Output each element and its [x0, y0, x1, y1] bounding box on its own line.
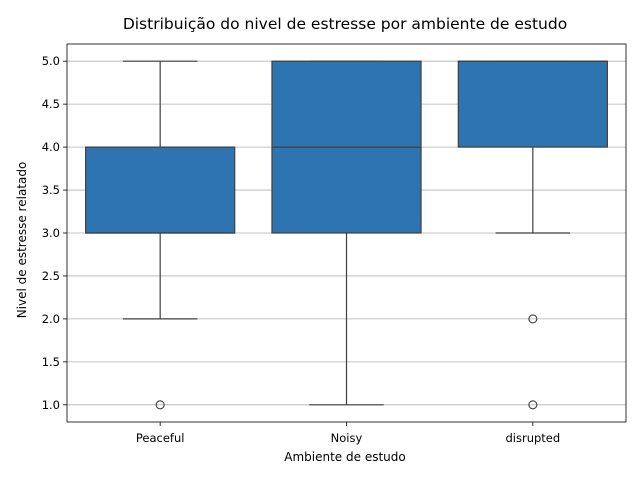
- outlier-point: [155, 400, 165, 410]
- axes: 1.0 1.5 2.0 2.5 3.0 3.5 4.0 4.5 5.0 Peaceful Noisy…: [42, 54, 560, 445]
- outlier-point: [528, 314, 538, 324]
- box-peaceful: [85, 60, 236, 410]
- y-tick-label: 3.0: [42, 226, 60, 240]
- outlier-point: [528, 400, 538, 410]
- boxes: [85, 60, 608, 410]
- box-noisy: [271, 60, 422, 406]
- iqr-box: [85, 146, 236, 234]
- x-axis-label: Ambiente de estudo: [284, 450, 405, 464]
- y-tick-label: 5.0: [42, 54, 60, 68]
- y-tick-label: 2.0: [42, 312, 60, 326]
- y-axis-label: Nivel de estresse relatado: [15, 162, 29, 319]
- box-disrupted: [457, 60, 608, 410]
- y-tick-label: 2.5: [42, 269, 60, 283]
- iqr-box: [457, 60, 608, 148]
- x-tick-label: Noisy: [331, 431, 363, 445]
- y-tick-label: 4.0: [42, 140, 60, 154]
- x-tick-label: Peaceful: [136, 431, 185, 445]
- chart-title: Distribuição do nivel de estresse por am…: [123, 15, 567, 33]
- y-tick-label: 3.5: [42, 183, 60, 197]
- x-tick-label: disrupted: [505, 431, 560, 445]
- y-tick-label: 1.0: [42, 398, 60, 412]
- y-tick-label: 1.5: [42, 355, 60, 369]
- y-tick-label: 4.5: [42, 97, 60, 111]
